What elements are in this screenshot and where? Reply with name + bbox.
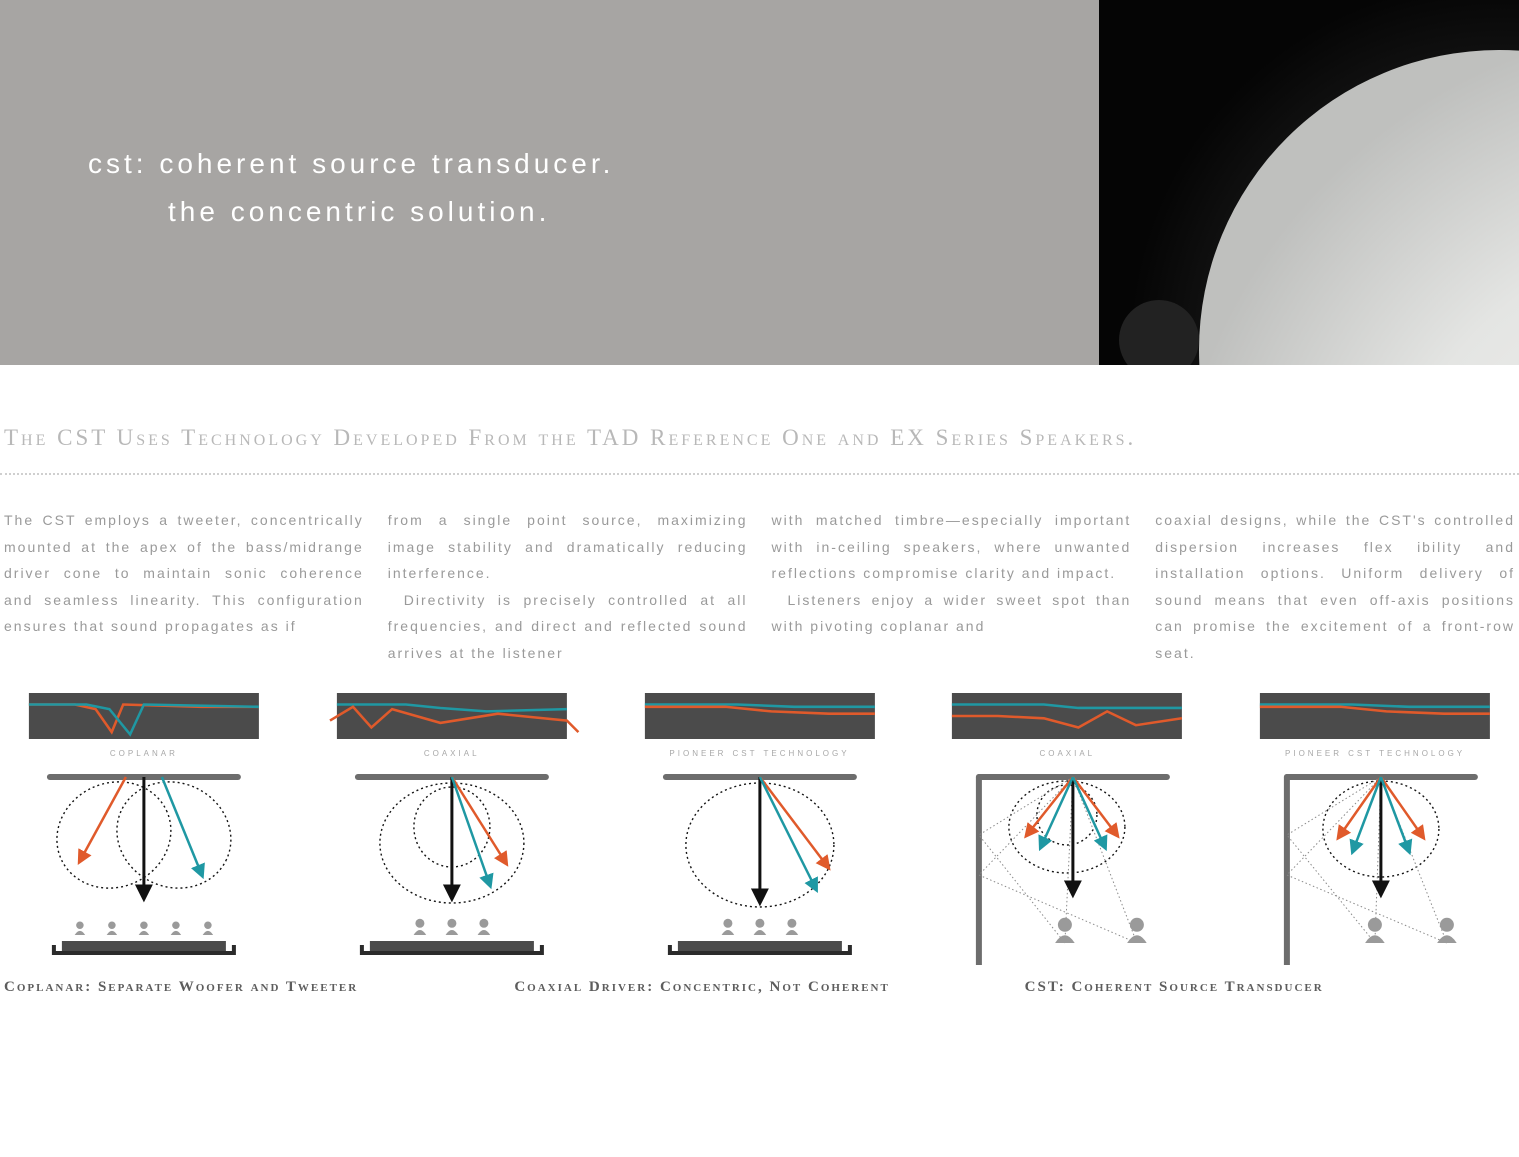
hero-speaker-image bbox=[1099, 0, 1519, 365]
body-col-1: The CST employs a tweeter, con­centrical… bbox=[4, 507, 364, 667]
diagram-1: coaxial bbox=[312, 693, 592, 965]
diagram-2: pioneer cst technology bbox=[620, 693, 900, 965]
body-columns: The CST employs a tweeter, con­centrical… bbox=[0, 507, 1519, 667]
diagram-label: coaxial bbox=[424, 747, 480, 759]
dispersion-diagram-icon bbox=[927, 765, 1207, 965]
caption-coplanar: Coplanar: Separate Woofer and Tweeter bbox=[4, 979, 494, 996]
hero-title-line2: the concentric solution. bbox=[88, 188, 888, 236]
diagrams-row: coplanar coaxial p bbox=[0, 693, 1519, 965]
captions-row: Coplanar: Separate Woofer and Tweeter Co… bbox=[0, 979, 1519, 996]
response-chart-icon bbox=[4, 693, 284, 739]
response-chart-icon bbox=[927, 693, 1207, 739]
diagram-label: coaxial bbox=[1039, 747, 1095, 759]
diagram-3: coaxial bbox=[927, 693, 1207, 965]
diagram-label: pioneer cst technology bbox=[669, 747, 849, 759]
dispersion-diagram-icon bbox=[620, 765, 900, 965]
subhead: The CST Uses Technology Developed From t… bbox=[0, 425, 1519, 451]
diagram-label: pioneer cst technology bbox=[1285, 747, 1465, 759]
hero-title: cst: coherent source transducer. the con… bbox=[88, 140, 888, 235]
diagram-0: coplanar bbox=[4, 693, 284, 965]
dispersion-diagram-icon bbox=[4, 765, 284, 965]
diagram-4: pioneer cst technology bbox=[1235, 693, 1515, 965]
response-chart-icon bbox=[620, 693, 900, 739]
dispersion-diagram-icon bbox=[1235, 765, 1515, 965]
speaker-icon bbox=[1099, 0, 1519, 365]
dispersion-diagram-icon bbox=[312, 765, 592, 965]
diagram-label: coplanar bbox=[110, 747, 178, 759]
caption-cst: CST: Coherent Source Transducer bbox=[1025, 979, 1515, 996]
response-chart-icon bbox=[312, 693, 592, 739]
hero-title-line1: cst: coherent source transducer. bbox=[88, 140, 888, 188]
body-col-2: from a single point source, maximizing i… bbox=[388, 507, 748, 667]
body-col-4: coaxial designs, while the CST's control… bbox=[1155, 507, 1515, 667]
caption-coaxial: Coaxial Driver: Concentric, Not Coherent bbox=[514, 979, 1004, 996]
body-col-3: with matched timbre—especially important… bbox=[772, 507, 1132, 667]
dotted-rule bbox=[0, 473, 1519, 475]
hero: cst: coherent source transducer. the con… bbox=[0, 0, 1519, 365]
response-chart-icon bbox=[1235, 693, 1515, 739]
